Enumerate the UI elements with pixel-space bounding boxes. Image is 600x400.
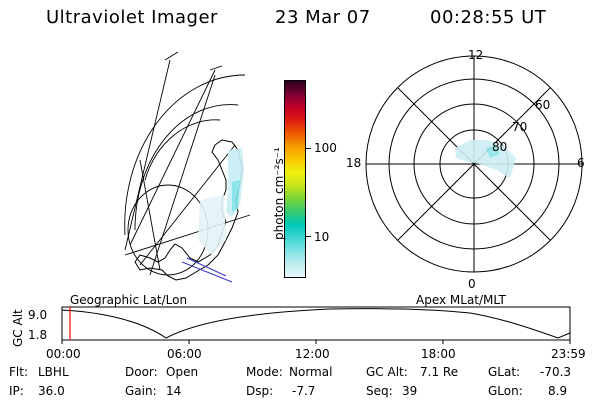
- mlat-60-label: 60: [535, 98, 551, 112]
- map-emission: [198, 148, 244, 255]
- mlt-0-label: 0: [468, 277, 476, 291]
- mlat-70-label: 70: [512, 120, 528, 134]
- alt-tick-9: 9.0: [28, 308, 48, 322]
- glon-label: GLon:: [488, 384, 523, 398]
- mlt-18-label: 18: [346, 156, 362, 170]
- meridian-2: [124, 59, 171, 251]
- time-label: 00:28:55 UT: [430, 7, 547, 28]
- meridian-3: [124, 214, 251, 256]
- glat-label: GLat:: [488, 365, 521, 379]
- lat-circle-outer: [124, 74, 246, 236]
- geo-projection-label: Geographic Lat/Lon: [70, 293, 188, 307]
- colorbar-tick-100: 100: [314, 141, 337, 155]
- alt-tick-1-8: 1.8: [28, 328, 48, 342]
- colorbar: [284, 80, 306, 278]
- filter-value: LBHL: [38, 365, 69, 379]
- ip-label: IP:: [9, 384, 24, 398]
- seq-label: Seq:: [366, 384, 393, 398]
- lat-circle-inner: [144, 119, 221, 181]
- date-label: 23 Mar 07: [275, 7, 371, 28]
- polar-projection-label: Apex MLat/MLT: [416, 293, 506, 307]
- mode-value: Normal: [289, 365, 333, 379]
- meridian-5: [149, 74, 216, 276]
- time-tick-1800: 18:00: [421, 347, 456, 361]
- mlt-12-label: 12: [468, 48, 484, 62]
- altitude-axis-title: GC Alt: [11, 309, 25, 347]
- dsp-label: Dsp:: [246, 384, 274, 398]
- mlt-6-label: 6: [577, 156, 585, 170]
- seq-value: 39: [402, 384, 418, 398]
- instrument-title: Ultraviolet Imager: [46, 7, 218, 28]
- altitude-curve: [61, 308, 571, 339]
- time-tick-1200: 12:00: [295, 347, 330, 361]
- meridian-1: [129, 69, 216, 246]
- polar-plot: [365, 55, 583, 273]
- door-value: Open: [166, 365, 199, 379]
- meridian-6: [139, 159, 161, 271]
- time-tick-0600: 06:00: [167, 347, 202, 361]
- dsp-value: -7.7: [292, 384, 316, 398]
- mlat-80-label: 80: [492, 140, 508, 154]
- mode-label: Mode:: [246, 365, 283, 379]
- colorbar-tick-10: 10: [314, 230, 330, 244]
- glat-value: -70.3: [540, 365, 572, 379]
- time-tick-0000: 00:00: [46, 347, 81, 361]
- gain-label: Gain:: [125, 384, 157, 398]
- filter-label: Flt:: [9, 365, 28, 379]
- gain-value: 14: [166, 384, 182, 398]
- ip-value: 36.0: [38, 384, 65, 398]
- blue-track: [181, 257, 233, 283]
- glon-value: 8.9: [548, 384, 568, 398]
- polar-emission: [455, 140, 516, 178]
- time-tick-2359: 23:59: [551, 347, 586, 361]
- gcalt-label: GC Alt:: [366, 365, 408, 379]
- gcalt-value: 7.1 Re: [420, 365, 459, 379]
- door-label: Door:: [125, 365, 158, 379]
